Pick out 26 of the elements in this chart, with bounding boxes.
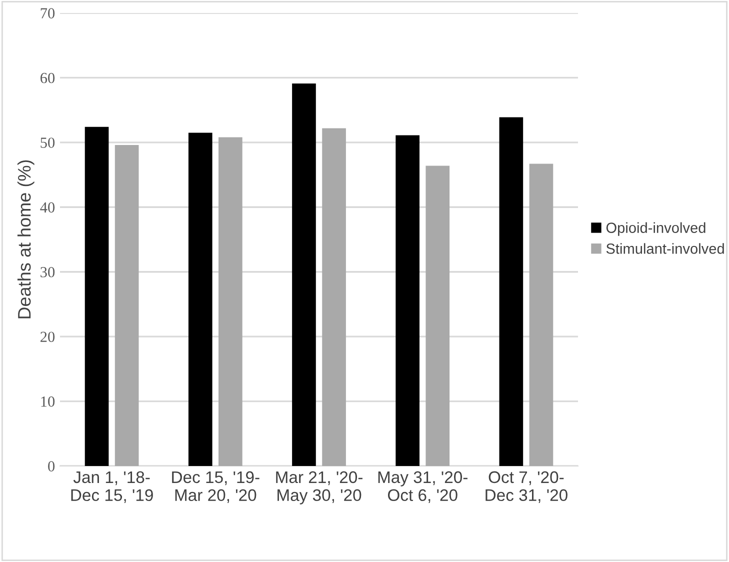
bar (292, 84, 316, 466)
y-tick-label: 70 (40, 8, 55, 18)
y-tick-label: 50 (40, 138, 55, 148)
y-tick-label: 10 (41, 396, 55, 407)
x-tick-label: Dec 15, '19- Mar 20, '20 (172, 471, 260, 504)
bar (499, 117, 524, 466)
bar (426, 166, 450, 466)
bar (188, 132, 212, 466)
y-tick-label: 40 (40, 202, 55, 213)
legend-label: Stimulant-involved (606, 243, 724, 254)
x-tick-label: May 31, '20- Oct 6, '20 (378, 471, 468, 504)
bar (84, 126, 109, 466)
bar (322, 128, 346, 466)
bar (529, 164, 554, 466)
y-tick-label: 60 (40, 72, 55, 84)
x-tick-label: Oct 7, '20- Dec 31, '20 (486, 471, 568, 504)
x-tick-label: Jan 1, '18- Dec 15, '19 (71, 471, 153, 504)
x-tick-label: Mar 21, '20- May 30, '20 (276, 471, 362, 504)
bar (218, 137, 242, 466)
y-tick-label: 0 (48, 461, 55, 472)
y-tick-label: 30 (40, 267, 55, 278)
bar (114, 145, 139, 466)
y-axis-title: Deaths at home (%) (17, 160, 34, 318)
y-tick-label: 20 (40, 332, 55, 342)
bar (396, 135, 420, 466)
legend-label: Opioid-involved (606, 222, 706, 236)
